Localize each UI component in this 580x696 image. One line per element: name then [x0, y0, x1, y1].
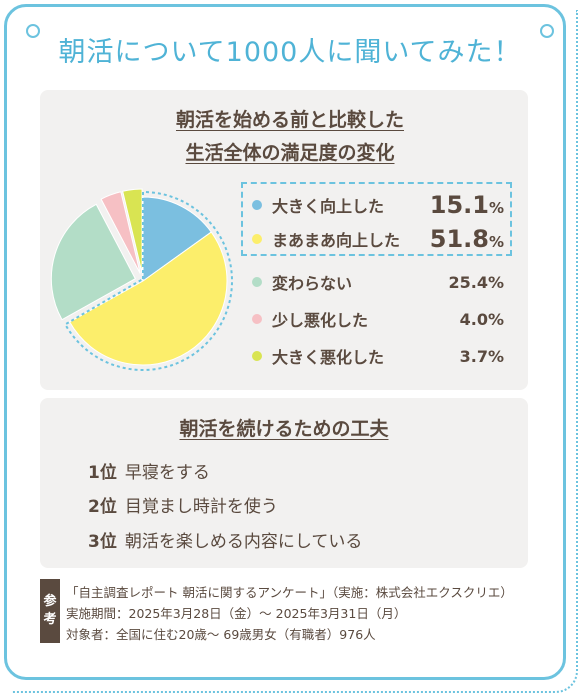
legend-item-1: 大きく向上した 15.1% — [252, 190, 504, 220]
tip-item-3: 3位 朝活を楽しめる内容にしている — [88, 532, 363, 552]
reference-tag: 参考 — [40, 579, 60, 643]
chart-title-line2: 生活全体の満足度の変化 — [185, 142, 395, 164]
ring-right-ornament — [540, 24, 554, 38]
reference-line-3: 対象者：全国に住む20歳〜 69歳男女（有職者）976人 — [66, 627, 376, 642]
legend-label: 大きく向上した — [272, 197, 385, 216]
frame-dotted-edge — [12, 10, 578, 693]
data-label: 4.0% — [459, 309, 504, 329]
legend-item-4: 少し悪化した 4.0% — [252, 304, 504, 334]
page-title: 朝活について1000人に聞いてみた！ — [58, 37, 522, 68]
reference-line-2: 実施期間：2025年3月28日（金）〜 2025年3月31日（月） — [66, 606, 407, 621]
legend-label: 大きく悪化した — [272, 348, 385, 367]
legend-swatch — [252, 314, 262, 324]
reference-line-1: 「自主調査レポート 朝活に関するアンケート」（実施：株式会社エクスクリエ） — [66, 585, 513, 600]
tip-item-2: 2位 目覚まし時計を使う — [88, 497, 278, 517]
legend-label: 少し悪化した — [272, 311, 369, 330]
chart-title-line1: 朝活を始める前と比較した — [175, 109, 404, 131]
data-label: 51.8% — [429, 225, 504, 253]
data-label: 3.7% — [459, 346, 504, 366]
tips-title: 朝活を続けるための工夫 — [179, 418, 389, 440]
legend-item-2: まあまあ向上した 51.8% — [252, 224, 504, 254]
legend-swatch — [252, 277, 262, 287]
legend-swatch — [252, 351, 262, 361]
data-label: 15.1% — [429, 191, 504, 219]
data-label: 25.4% — [448, 272, 504, 292]
chart-title: 朝活を始める前と比較した 生活全体の満足度の変化 — [0, 104, 580, 170]
legend-label: まあまあ向上した — [272, 231, 401, 250]
legend-swatch — [252, 234, 262, 244]
legend-label: 変わらない — [272, 274, 353, 293]
legend-item-3: 変わらない 25.4% — [252, 267, 504, 297]
legend-item-5: 大きく悪化した 3.7% — [252, 341, 504, 371]
tip-item-1: 1位 早寝をする — [88, 463, 210, 483]
legend-swatch — [252, 200, 262, 210]
highlight-box — [241, 182, 512, 256]
ring-left-ornament — [26, 24, 40, 38]
tips-panel: 朝活を続けるための工夫 — [40, 398, 528, 568]
